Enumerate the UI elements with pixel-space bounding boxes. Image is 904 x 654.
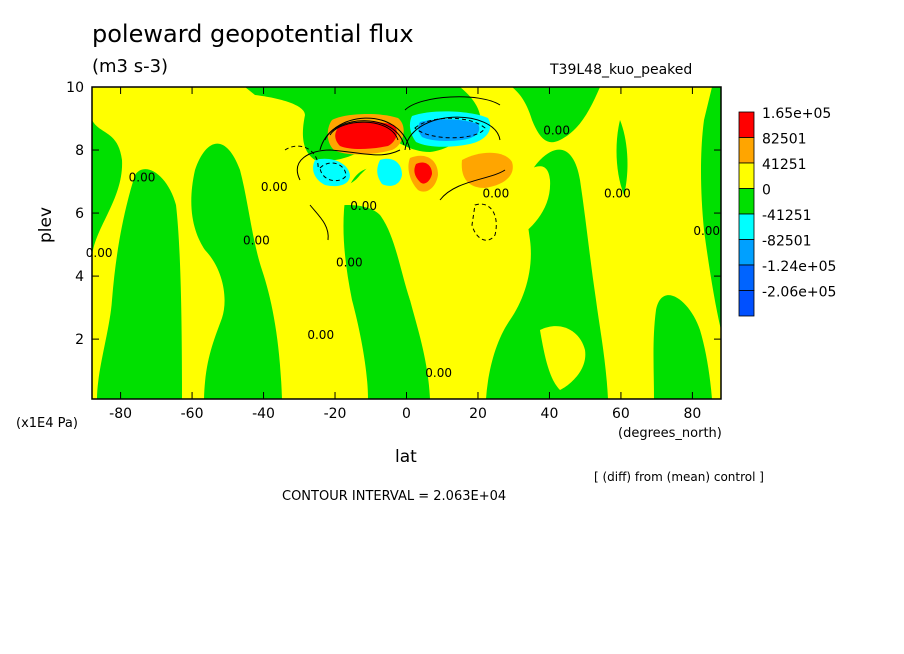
contour-label: 0.00 (129, 171, 156, 185)
legend-label: 0 (762, 183, 771, 199)
contour-label: 0.00 (307, 328, 334, 342)
y-tick-label: 2 (75, 332, 84, 348)
contour-label: 0.00 (425, 366, 452, 380)
contour-label: 0.00 (261, 180, 288, 194)
contour-interval: CONTOUR INTERVAL = 2.063E+04 (282, 489, 507, 504)
legend-swatch (738, 290, 755, 317)
y-tick-label: 10 (66, 80, 84, 96)
x-tick-label: 20 (469, 406, 487, 422)
region-negative-a (147, 170, 157, 250)
region-negative-b (616, 120, 628, 195)
axes-layer: -80 -60 -40 -20 0 20 40 60 80 2 4 6 8 10 (66, 80, 721, 422)
y-axis-unit: (x1E4 Pa) (16, 416, 78, 431)
contour-lines (296, 96, 506, 241)
x-axis-unit: (degrees_north) (618, 426, 722, 441)
contour-field (92, 87, 721, 399)
x-tick-label: -60 (181, 406, 204, 422)
x-tick-label: 0 (402, 406, 411, 422)
legend-label: 82501 (762, 132, 807, 148)
legend-label: -1.24e+05 (762, 259, 836, 275)
legend-swatch (738, 111, 755, 138)
contour-label: 0.00 (350, 199, 377, 213)
legend-swatch (738, 264, 755, 291)
legend-swatch (738, 137, 755, 164)
x-tick-label: 80 (683, 406, 701, 422)
contour-label: 0.00 (336, 256, 363, 270)
x-tick-label: 40 (541, 406, 559, 422)
contour-label: 0.00 (482, 186, 509, 200)
contour-label-layer: 0.00 0.00 0.00 0.00 0.00 0.00 0.00 0.00 0.00 0.00… (86, 123, 720, 380)
contour-label: 0.00 (543, 123, 570, 137)
contour-lines-negative (284, 117, 497, 241)
legend-label: 1.65e+05 (762, 106, 831, 122)
legend-label: -82501 (762, 234, 812, 250)
x-axis-label: lat (395, 447, 417, 467)
region-cyan-mid (377, 158, 402, 186)
contour-label: 0.00 (86, 246, 113, 260)
region-red-west (335, 121, 397, 149)
y-tick-label: 6 (75, 206, 84, 222)
y-tick-label: 8 (75, 143, 84, 159)
colorbar-legend: 1.65e+05 82501 41251 0 -41251 -82501 -1.24e+05… (738, 106, 836, 317)
chart-title: poleward geopotential flux (92, 20, 414, 48)
y-tick-label: 4 (75, 269, 84, 285)
region-orange-east (461, 152, 513, 188)
x-tick-label: -40 (252, 406, 275, 422)
run-label: T39L48_kuo_peaked (550, 62, 693, 78)
chart-units: (m3 s-3) (92, 56, 169, 77)
legend-swatch (738, 188, 755, 215)
legend-swatch (738, 162, 755, 189)
region-positive-2 (300, 155, 551, 300)
contour-label: 0.00 (604, 186, 631, 200)
x-tick-label: 60 (612, 406, 630, 422)
x-tick-label: -80 (109, 406, 132, 422)
comparison-note: [ (diff) from (mean) control ] (594, 470, 764, 484)
region-red-center (414, 162, 432, 184)
legend-swatch (738, 213, 755, 240)
region-positive-3 (540, 326, 586, 390)
contour-label: 0.00 (243, 234, 270, 248)
contour-label: 0.00 (693, 224, 720, 238)
x-tick-label: -20 (324, 406, 347, 422)
legend-label: -2.06e+05 (762, 285, 836, 301)
legend-swatch (738, 239, 755, 266)
legend-label: 41251 (762, 157, 807, 173)
legend-label: -41251 (762, 208, 812, 224)
